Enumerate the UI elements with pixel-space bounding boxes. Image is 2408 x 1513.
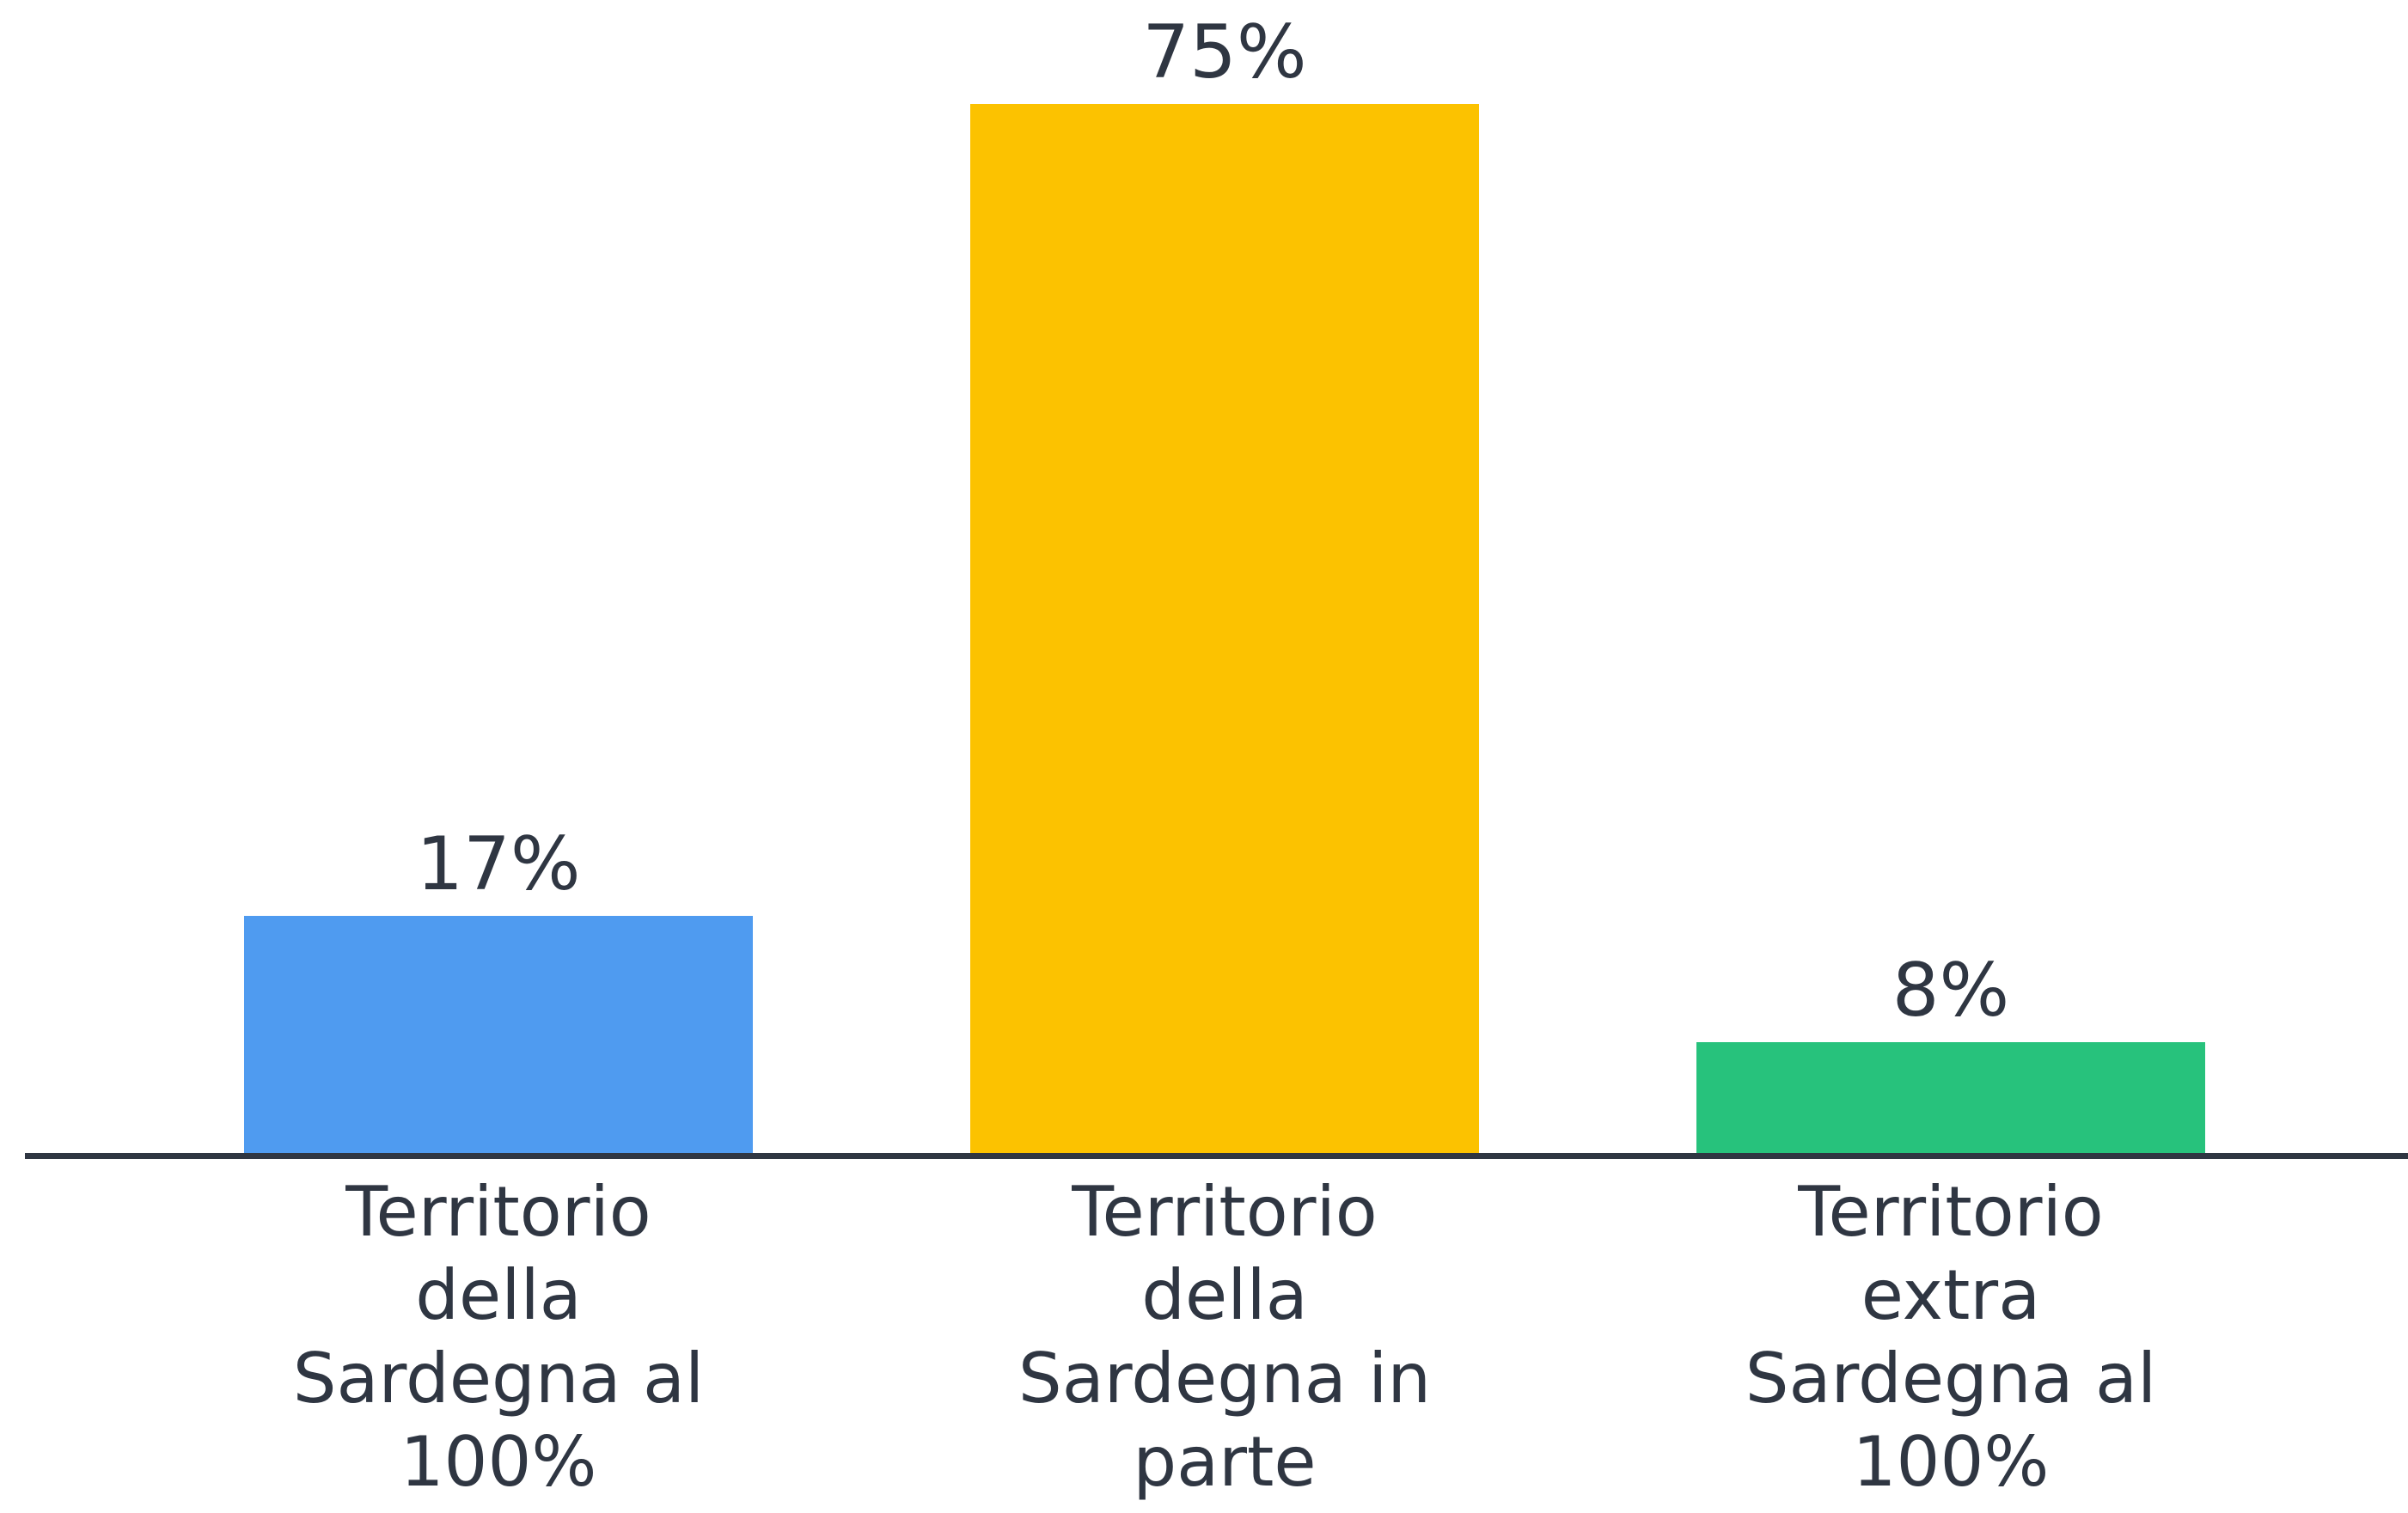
category-label: Territorio della Sardegna al 100% — [292, 1172, 705, 1502]
bar — [1696, 1041, 2205, 1154]
value-label: 8% — [1892, 947, 2010, 1034]
bar — [970, 104, 1479, 1154]
axis-line — [25, 1153, 2408, 1159]
bar — [244, 916, 753, 1154]
value-label: 75% — [1142, 9, 1307, 95]
category-label: Territorio della Sardegna in parte — [1018, 1172, 1432, 1502]
value-label: 17% — [416, 821, 581, 907]
category-label: Territorio extra Sardegna al 100% — [1745, 1172, 2157, 1502]
